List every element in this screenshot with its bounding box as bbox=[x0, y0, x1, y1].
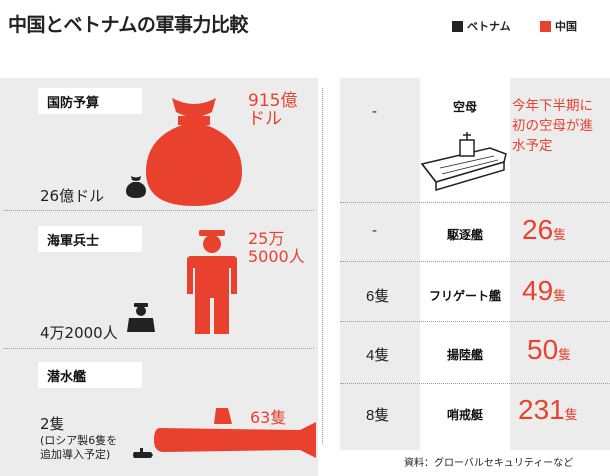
patrol-vietnam-value: 8隻 bbox=[366, 407, 390, 424]
landing-china-unit: 隻 bbox=[558, 348, 572, 363]
patrol-china-number: 231 bbox=[518, 394, 565, 425]
destroyer-china-unit: 隻 bbox=[553, 228, 567, 243]
sailor-icon bbox=[187, 230, 237, 334]
navy-china-line1: 25万 bbox=[248, 229, 285, 248]
frigate-vietnam-value: 6隻 bbox=[366, 288, 390, 305]
right-separator-4 bbox=[340, 383, 610, 384]
legend-china: 中国 bbox=[540, 18, 577, 34]
carrier-china-line3: 水予定 bbox=[512, 138, 553, 154]
category-patrol-boat: 哨戒艇 bbox=[446, 408, 483, 422]
legend-china-label: 中国 bbox=[555, 20, 577, 33]
legend-vietnam-label: ベトナム bbox=[467, 20, 511, 33]
carrier-china-line2: 初の空母が進 bbox=[512, 118, 593, 134]
submarine-vietnam-note2: 追加導入予定) bbox=[40, 448, 111, 461]
category-landing-ship: 揚陸艦 bbox=[446, 348, 483, 362]
money-bag-icon bbox=[146, 98, 242, 206]
source-note: 資料：グローバルセキュリティーなど bbox=[404, 458, 574, 469]
budget-china-line1: 915億 bbox=[248, 91, 298, 111]
frigate-china-value: 49隻 bbox=[522, 275, 566, 307]
destroyer-china-value: 26隻 bbox=[522, 214, 566, 246]
submarine-vietnam-note: (ロシア製6隻を 追加導入予定) bbox=[40, 434, 117, 462]
page-title: 中国とベトナムの軍事力比較 bbox=[8, 14, 248, 36]
submarine-vietnam-note1: (ロシア製6隻を bbox=[40, 434, 118, 447]
landing-china-value: 50隻 bbox=[527, 334, 571, 366]
carrier-vietnam-value: - bbox=[372, 104, 378, 120]
budget-china-line2: ドル bbox=[248, 109, 282, 129]
frigate-china-number: 49 bbox=[522, 275, 554, 306]
category-navy-personnel: 海軍兵士 bbox=[38, 226, 142, 252]
aircraft-carrier-icon bbox=[420, 132, 507, 192]
category-budget: 国防予算 bbox=[38, 88, 142, 114]
submarine-china-value: 63隻 bbox=[250, 408, 287, 427]
legend-vietnam-swatch bbox=[452, 20, 463, 32]
navy-vietnam-value: 4万2000人 bbox=[40, 324, 118, 342]
frigate-china-unit: 隻 bbox=[553, 289, 567, 304]
destroyer-vietnam-value: - bbox=[372, 223, 378, 239]
budget-vietnam-value: 26億ドル bbox=[40, 187, 105, 205]
navy-china-value: 25万 5000人 bbox=[248, 230, 305, 266]
landing-vietnam-value: 4隻 bbox=[366, 347, 390, 364]
money-bag-small-icon bbox=[126, 176, 146, 198]
category-submarine: 潜水艦 bbox=[38, 362, 142, 388]
carrier-china-value: 今年下半期に 初の空母が進 水予定 bbox=[512, 96, 608, 156]
submarine-icon bbox=[154, 408, 316, 458]
submarine-small-icon bbox=[133, 448, 153, 458]
category-carrier: 空母 bbox=[452, 100, 477, 114]
right-separator-2 bbox=[340, 261, 610, 262]
budget-china-value: 915億 ドル bbox=[248, 92, 297, 128]
legend-vietnam: ベトナム bbox=[452, 18, 511, 34]
right-separator-1 bbox=[340, 202, 610, 203]
right-separator-3 bbox=[340, 321, 610, 322]
category-frigate: フリゲート艦 bbox=[428, 289, 501, 303]
navy-china-line2: 5000人 bbox=[248, 247, 305, 266]
landing-china-number: 50 bbox=[527, 334, 559, 365]
patrol-china-unit: 隻 bbox=[564, 408, 578, 423]
category-destroyer: 駆逐艦 bbox=[446, 228, 483, 242]
patrol-china-value: 231隻 bbox=[518, 394, 578, 426]
submarine-vietnam-value: 2隻 bbox=[40, 415, 65, 433]
destroyer-china-number: 26 bbox=[522, 214, 554, 245]
separator-1 bbox=[4, 210, 314, 211]
carrier-china-line1: 今年下半期に bbox=[512, 98, 593, 114]
separator-2 bbox=[4, 348, 314, 349]
legend-china-swatch bbox=[540, 20, 551, 32]
panel-divider bbox=[322, 88, 323, 443]
sailor-small-icon bbox=[127, 303, 155, 332]
